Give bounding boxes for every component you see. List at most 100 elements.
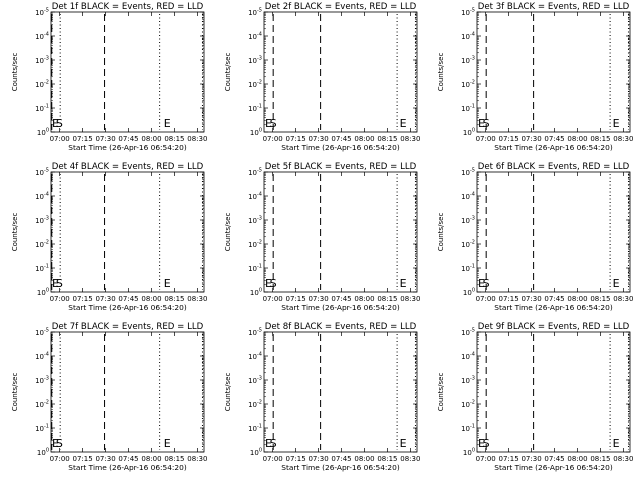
y-tick-label: 10-1	[248, 264, 262, 274]
y-tick-label: 10-5	[248, 168, 262, 178]
x-tick-label: 07:00	[263, 295, 283, 303]
y-tick-label: 10-1	[35, 264, 49, 274]
y-tick-label: 100	[463, 288, 475, 298]
panel-title: Det 4f BLACK = Events, RED = LLD	[52, 162, 204, 172]
panel-det-7: Det 7f BLACK = Events, RED = LLD Counts/s…	[11, 322, 207, 472]
x-tick-label: 07:30	[521, 455, 541, 463]
marker-e: E	[400, 117, 407, 130]
x-tick-label: 07:15	[499, 135, 519, 143]
x-axis-label: Start Time (26-Apr-16 06:54:20)	[494, 303, 613, 312]
y-axis-label: Counts/sec	[224, 53, 232, 92]
marker-s: S	[56, 277, 63, 290]
marker-e: E	[478, 437, 485, 450]
y-tick-label: 100	[463, 448, 475, 458]
x-axis-label: Start Time (26-Apr-16 06:54:20)	[494, 143, 613, 152]
y-tick-label: 10-5	[35, 328, 49, 338]
panel-title: Det 5f BLACK = Events, RED = LLD	[265, 162, 417, 172]
y-tick-label: 10-4	[461, 352, 475, 362]
y-tick-label: 10-4	[35, 32, 49, 42]
y-axis-label: Counts/sec	[224, 213, 232, 252]
y-tick-label: 10-3	[461, 216, 475, 226]
y-tick-label: 10-1	[35, 104, 49, 114]
marker-e: E	[613, 437, 620, 450]
plot-frame	[50, 171, 205, 293]
y-axis-label: Counts/sec	[11, 213, 19, 252]
marker-s: S	[270, 277, 277, 290]
panel-title: Det 2f BLACK = Events, RED = LLD	[265, 2, 417, 12]
panel-det-5: Det 5f BLACK = Events, RED = LLD Counts/s…	[224, 162, 420, 312]
y-tick-label: 100	[463, 128, 475, 138]
marker-s: S	[56, 437, 63, 450]
marker-s: S	[56, 117, 63, 130]
marker-s: S	[483, 277, 490, 290]
x-tick-label: 07:30	[95, 135, 115, 143]
marker-e: E	[52, 277, 59, 290]
x-tick-label: 08:00	[354, 135, 374, 143]
x-tick-label: 07:00	[476, 135, 496, 143]
x-tick-label: 07:15	[499, 455, 519, 463]
y-tick-label: 10-3	[35, 216, 49, 226]
x-tick-label: 07:00	[50, 455, 70, 463]
x-axis-label: Start Time (26-Apr-16 06:54:20)	[68, 143, 187, 152]
x-tick-label: 07:45	[331, 135, 351, 143]
x-axis-label: Start Time (26-Apr-16 06:54:20)	[281, 303, 400, 312]
y-tick-label: 10-5	[35, 168, 49, 178]
x-tick-label: 08:15	[164, 455, 184, 463]
x-tick-label: 08:00	[354, 295, 374, 303]
marker-e: E	[400, 437, 407, 450]
y-tick-label: 10-4	[248, 32, 262, 42]
x-tick-label: 08:00	[141, 295, 161, 303]
y-tick-label: 10-1	[461, 104, 475, 114]
x-tick-label: 07:00	[50, 295, 70, 303]
y-tick-label: 10-3	[248, 376, 262, 386]
y-tick-label: 10-4	[461, 192, 475, 202]
y-tick-label: 10-2	[35, 240, 49, 250]
x-tick-label: 08:30	[613, 455, 633, 463]
y-tick-label: 10-4	[35, 352, 49, 362]
x-tick-label: 08:00	[354, 455, 374, 463]
marker-e: E	[613, 117, 620, 130]
panel-det-1: Det 1f BLACK = Events, RED = LLD Counts/s…	[11, 2, 207, 152]
y-axis-label: Counts/sec	[224, 373, 232, 412]
x-tick-label: 07:15	[286, 295, 306, 303]
x-tick-label: 07:15	[73, 455, 93, 463]
x-tick-label: 08:15	[590, 295, 610, 303]
y-tick-label: 10-4	[248, 192, 262, 202]
x-axis-label: Start Time (26-Apr-16 06:54:20)	[494, 463, 613, 472]
x-tick-label: 08:30	[187, 455, 207, 463]
y-tick-label: 10-2	[35, 80, 49, 90]
y-axis-label: Counts/sec	[437, 213, 445, 252]
y-tick-label: 10-5	[461, 328, 475, 338]
y-tick-label: 10-5	[461, 8, 475, 18]
x-tick-label: 08:15	[377, 295, 397, 303]
x-tick-label: 08:15	[164, 135, 184, 143]
y-tick-label: 10-2	[461, 240, 475, 250]
x-tick-label: 07:00	[476, 295, 496, 303]
y-tick-label: 10-5	[35, 8, 49, 18]
y-tick-label: 10-2	[35, 400, 49, 410]
panel-det-8: Det 8f BLACK = Events, RED = LLD Counts/s…	[224, 322, 420, 472]
marker-s: S	[483, 117, 490, 130]
x-tick-label: 07:15	[73, 295, 93, 303]
y-tick-label: 10-5	[248, 8, 262, 18]
panel-title: Det 9f BLACK = Events, RED = LLD	[478, 322, 630, 332]
y-tick-label: 10-1	[248, 104, 262, 114]
y-tick-label: 10-2	[248, 240, 262, 250]
x-tick-label: 07:45	[118, 455, 138, 463]
panel-det-6: Det 6f BLACK = Events, RED = LLD Counts/s…	[437, 162, 633, 312]
x-tick-label: 07:45	[331, 295, 351, 303]
y-axis-label: Counts/sec	[437, 53, 445, 92]
y-axis-label: Counts/sec	[11, 373, 19, 412]
x-tick-label: 08:30	[187, 135, 207, 143]
x-tick-label: 08:15	[377, 455, 397, 463]
x-axis-label: Start Time (26-Apr-16 06:54:20)	[68, 463, 187, 472]
marker-e: E	[164, 117, 171, 130]
y-tick-label: 10-1	[35, 424, 49, 434]
plot-frame	[263, 331, 418, 453]
y-tick-label: 10-3	[461, 56, 475, 66]
x-tick-label: 08:15	[590, 455, 610, 463]
y-axis-label: Counts/sec	[11, 53, 19, 92]
y-tick-label: 10-1	[248, 424, 262, 434]
y-tick-label: 10-4	[35, 192, 49, 202]
y-tick-label: 10-2	[461, 80, 475, 90]
